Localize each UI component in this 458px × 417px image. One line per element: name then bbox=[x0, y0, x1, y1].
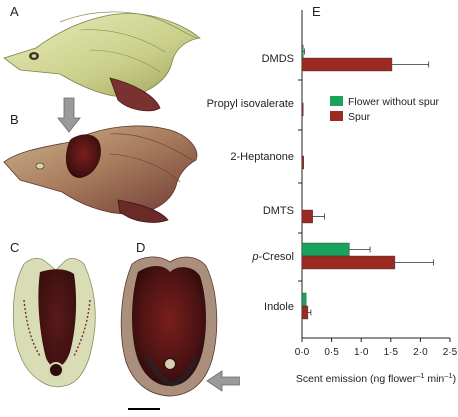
category-label: p-Cresol bbox=[251, 251, 294, 263]
category-label: DMTS bbox=[263, 205, 294, 217]
x-tick-label: 1·5 bbox=[384, 347, 399, 358]
category-label-text: -Cresol bbox=[259, 251, 294, 263]
category-label-text: Indole bbox=[264, 301, 294, 313]
bar-flower-without-spur bbox=[301, 292, 307, 307]
panel-label-e: E bbox=[312, 4, 321, 19]
x-tick-label: 0·0 bbox=[295, 347, 310, 358]
bar-spur bbox=[301, 102, 304, 117]
bar-spur bbox=[301, 305, 309, 320]
x-axis-title-part: Scent emission (ng flower bbox=[296, 373, 417, 385]
flower-c-image bbox=[12, 258, 96, 388]
arrow-left-icon bbox=[206, 370, 240, 392]
category-label: DMDS bbox=[262, 53, 294, 65]
flower-d-image bbox=[120, 256, 218, 397]
panel-label-c: C bbox=[10, 240, 20, 255]
x-axis-title-part: min bbox=[424, 373, 444, 385]
legend-label-spur: Spur bbox=[348, 111, 371, 123]
category-label-italic: p bbox=[251, 251, 258, 263]
legend-swatch-flower-without-spur bbox=[330, 96, 343, 106]
category-label-text: Propyl isovalerate bbox=[207, 98, 294, 110]
legend-label-flower-without-spur: Flower without spur bbox=[348, 96, 440, 108]
category-label-text: DMTS bbox=[263, 205, 294, 217]
chart-plot-area: 0·0 0·5 1·0 1·5 2·0 2·5 Scent emission (ng flo… bbox=[207, 10, 458, 385]
panel-label-d: D bbox=[136, 240, 146, 255]
x-tick-label: 2·5 bbox=[443, 347, 458, 358]
bar-flower-without-spur bbox=[301, 44, 304, 59]
category-label-text: 2-Heptanone bbox=[230, 151, 294, 163]
bar-spur bbox=[301, 255, 396, 270]
x-axis-title-superscript: –1 bbox=[444, 371, 452, 380]
panel-label-b: B bbox=[10, 112, 19, 127]
category-label: 2-Heptanone bbox=[230, 151, 294, 163]
legend-swatch-spur bbox=[330, 111, 343, 121]
x-tick-label: 0·5 bbox=[324, 347, 339, 358]
flower-photographs bbox=[3, 11, 240, 410]
bar-spur bbox=[301, 209, 313, 224]
x-tick-label: 2·0 bbox=[413, 347, 428, 358]
flower-b-image bbox=[3, 125, 198, 223]
category-label: Indole bbox=[264, 301, 294, 313]
panel-label-a: A bbox=[10, 4, 19, 19]
x-tick-label: 1·0 bbox=[354, 347, 369, 358]
category-label: Propyl isovalerate bbox=[207, 98, 294, 110]
bar-spur bbox=[301, 155, 304, 170]
x-axis-title: Scent emission (ng flower–1 min–1) bbox=[296, 371, 456, 385]
flower-a-image bbox=[3, 11, 201, 112]
category-label-text: DMDS bbox=[262, 53, 294, 65]
bar-spur bbox=[301, 57, 393, 72]
x-axis-title-part: ) bbox=[453, 373, 457, 385]
arrow-down-icon bbox=[57, 97, 81, 133]
chart-legend: Flower without spur Spur bbox=[330, 96, 440, 123]
x-axis-title-superscript: –1 bbox=[416, 371, 424, 380]
bar-flower-without-spur bbox=[301, 242, 350, 257]
